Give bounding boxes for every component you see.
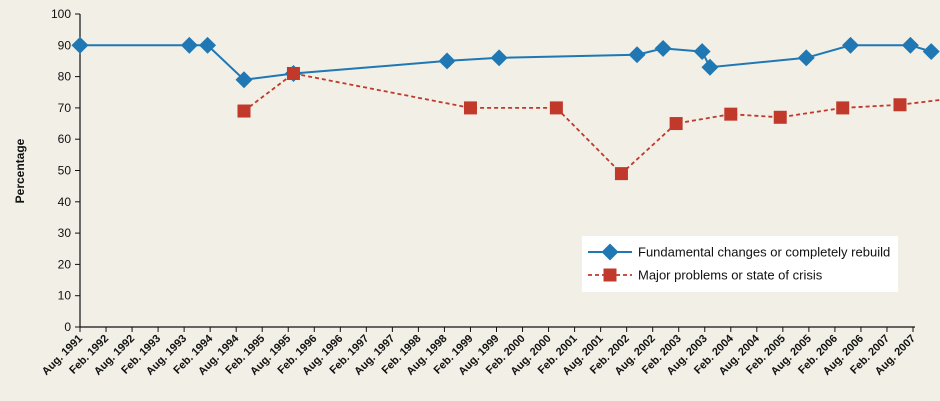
legend-box [582, 236, 898, 292]
y-tick-label: 30 [58, 226, 72, 240]
data-point [724, 107, 738, 121]
y-tick-label: 90 [58, 38, 72, 52]
legend-marker-fundamental [601, 243, 619, 261]
y-tick-label: 60 [58, 132, 72, 146]
data-point [693, 43, 711, 61]
series-line [243, 72, 940, 175]
data-point [463, 101, 477, 115]
legend-label-major: Major problems or state of crisis [638, 268, 823, 283]
data-point [842, 36, 860, 54]
data-point [180, 36, 198, 54]
y-axis-title: Percentage [13, 138, 27, 203]
data-point [669, 117, 683, 131]
data-point [901, 36, 919, 54]
data-point [773, 110, 787, 124]
y-tick-label: 40 [58, 195, 72, 209]
data-point [71, 36, 89, 54]
y-tick-label: 80 [58, 70, 72, 84]
y-tick-label: 50 [58, 164, 72, 178]
data-point [654, 39, 672, 57]
legend-marker-major [603, 268, 617, 282]
legend: Fundamental changes or completely rebuil… [582, 236, 898, 292]
data-point [235, 71, 253, 89]
series-1 [237, 66, 940, 181]
data-point [893, 98, 907, 112]
data-point [614, 167, 628, 181]
data-point [797, 49, 815, 67]
series-0 [71, 36, 940, 89]
data-point [628, 46, 646, 64]
y-tick-label: 20 [58, 257, 72, 271]
series-layer [71, 36, 940, 181]
y-tick-label: 0 [64, 320, 71, 334]
data-point [490, 49, 508, 67]
y-tick-label: 10 [58, 289, 72, 303]
data-point [922, 43, 940, 61]
data-point [549, 101, 563, 115]
y-tick-label: 100 [51, 7, 71, 21]
data-point [701, 58, 719, 76]
y-tick-label: 70 [58, 101, 72, 115]
legend-label-fundamental: Fundamental changes or completely rebuil… [638, 245, 890, 260]
data-point [286, 66, 300, 80]
data-point [438, 52, 456, 70]
y-axis-ticks: 0 10 20 30 40 50 60 70 80 90 100 [51, 7, 80, 334]
data-point [836, 101, 850, 115]
data-point [237, 104, 251, 118]
